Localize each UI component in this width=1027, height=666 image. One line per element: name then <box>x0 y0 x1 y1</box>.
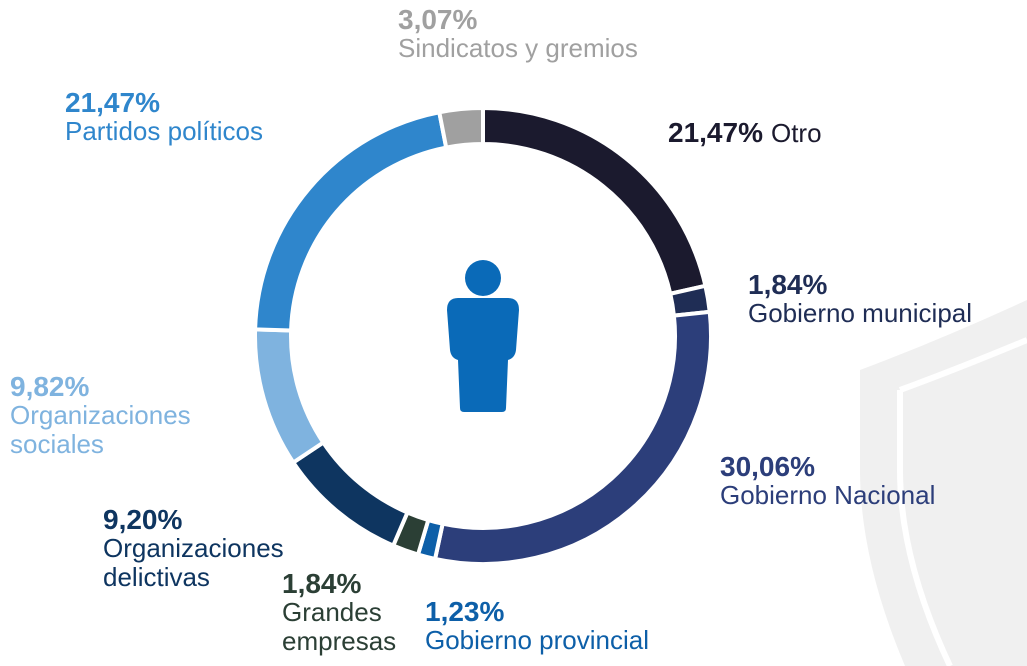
segment-label: 1,23% Gobierno provincial <box>425 597 649 655</box>
value-label: 1,23% <box>425 596 505 627</box>
segment-label: 21,47% Partidos políticos <box>65 88 263 146</box>
value-label: 30,06% <box>720 451 815 482</box>
category-label: Organizaciones sociales <box>10 400 191 459</box>
segment-label: 1,84% Grandes empresas <box>282 569 422 656</box>
shield-watermark-inner <box>897 337 1027 666</box>
value-label: 21,47% <box>65 87 160 118</box>
donut <box>253 105 713 566</box>
value-label: 1,84% <box>282 568 362 599</box>
person-head <box>465 260 501 296</box>
category-label: Gobierno municipal <box>748 298 973 328</box>
segment-label: 9,82% Organizaciones sociales <box>10 372 240 459</box>
segment-label: 9,20% Organizaciones delictivas <box>103 505 333 592</box>
value-label: 9,20% <box>103 504 183 535</box>
category-label: Gobierno Nacional <box>720 480 936 510</box>
person-body <box>447 298 519 412</box>
value-label: 9,82% <box>10 371 90 402</box>
category-label: Partidos políticos <box>65 116 263 146</box>
donut-segment <box>436 105 485 150</box>
donut-segment <box>253 327 327 466</box>
category-label: Otro <box>770 118 822 148</box>
value-label: 21,47% <box>668 117 763 148</box>
category-label: Grandes empresas <box>282 597 397 656</box>
value-label: 3,07% <box>398 4 478 35</box>
segment-label: 21,47% Otro <box>668 118 822 148</box>
value-label: 1,84% <box>748 269 828 300</box>
category-label: Gobierno provincial <box>425 625 650 655</box>
segment-label: 1,84% Gobierno municipal <box>748 270 972 328</box>
category-label: Organizaciones delictivas <box>103 533 284 592</box>
category-label: Sindicatos y gremios <box>398 33 638 63</box>
segment-label: 3,07% Sindicatos y gremios <box>398 5 638 63</box>
segment-label: 30,06% Gobierno Nacional <box>720 452 935 510</box>
donut-segment <box>253 109 449 333</box>
